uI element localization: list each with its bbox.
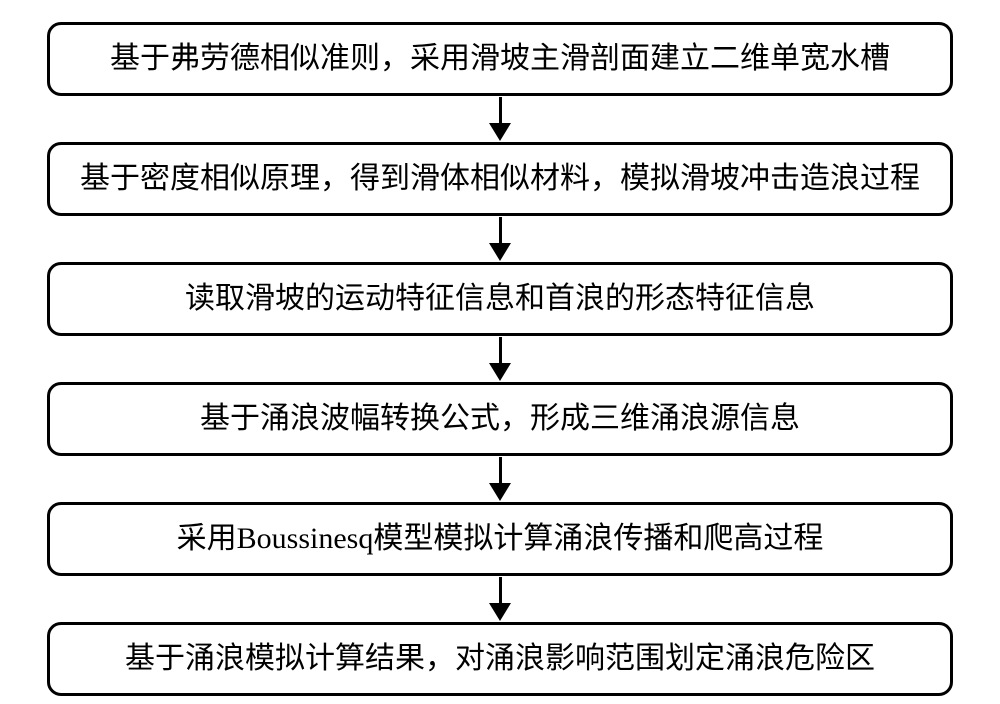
arrow-line [499, 457, 502, 483]
flowchart-container: 基于弗劳德相似准则，采用滑坡主滑剖面建立二维单宽水槽 基于密度相似原理，得到滑体… [40, 22, 960, 696]
arrow-line [499, 97, 502, 123]
step-text: 基于密度相似原理，得到滑体相似材料，模拟滑坡冲击造浪过程 [80, 162, 920, 195]
arrow-4 [489, 456, 511, 502]
arrow-3 [489, 336, 511, 382]
flowchart-step-3: 读取滑坡的运动特征信息和首浪的形态特征信息 [47, 262, 953, 336]
arrow-line [499, 217, 502, 243]
arrow-head-icon [489, 123, 511, 141]
arrow-5 [489, 576, 511, 622]
flowchart-step-2: 基于密度相似原理，得到滑体相似材料，模拟滑坡冲击造浪过程 [47, 142, 953, 216]
arrow-head-icon [489, 483, 511, 501]
arrow-1 [489, 96, 511, 142]
arrow-head-icon [489, 363, 511, 381]
flowchart-step-5: 采用Boussinesq模型模拟计算涌浪传播和爬高过程 [47, 502, 953, 576]
arrow-head-icon [489, 603, 511, 621]
step-text: 采用Boussinesq模型模拟计算涌浪传播和爬高过程 [177, 522, 824, 555]
arrow-line [499, 337, 502, 363]
flowchart-step-6: 基于涌浪模拟计算结果，对涌浪影响范围划定涌浪危险区 [47, 622, 953, 696]
flowchart-step-4: 基于涌浪波幅转换公式，形成三维涌浪源信息 [47, 382, 953, 456]
step-text: 基于涌浪模拟计算结果，对涌浪影响范围划定涌浪危险区 [125, 642, 875, 675]
arrow-2 [489, 216, 511, 262]
flowchart-step-1: 基于弗劳德相似准则，采用滑坡主滑剖面建立二维单宽水槽 [47, 22, 953, 96]
step-text: 基于涌浪波幅转换公式，形成三维涌浪源信息 [200, 402, 800, 435]
arrow-head-icon [489, 243, 511, 261]
step-text: 读取滑坡的运动特征信息和首浪的形态特征信息 [185, 282, 815, 315]
step-text: 基于弗劳德相似准则，采用滑坡主滑剖面建立二维单宽水槽 [110, 42, 890, 75]
arrow-line [499, 577, 502, 603]
